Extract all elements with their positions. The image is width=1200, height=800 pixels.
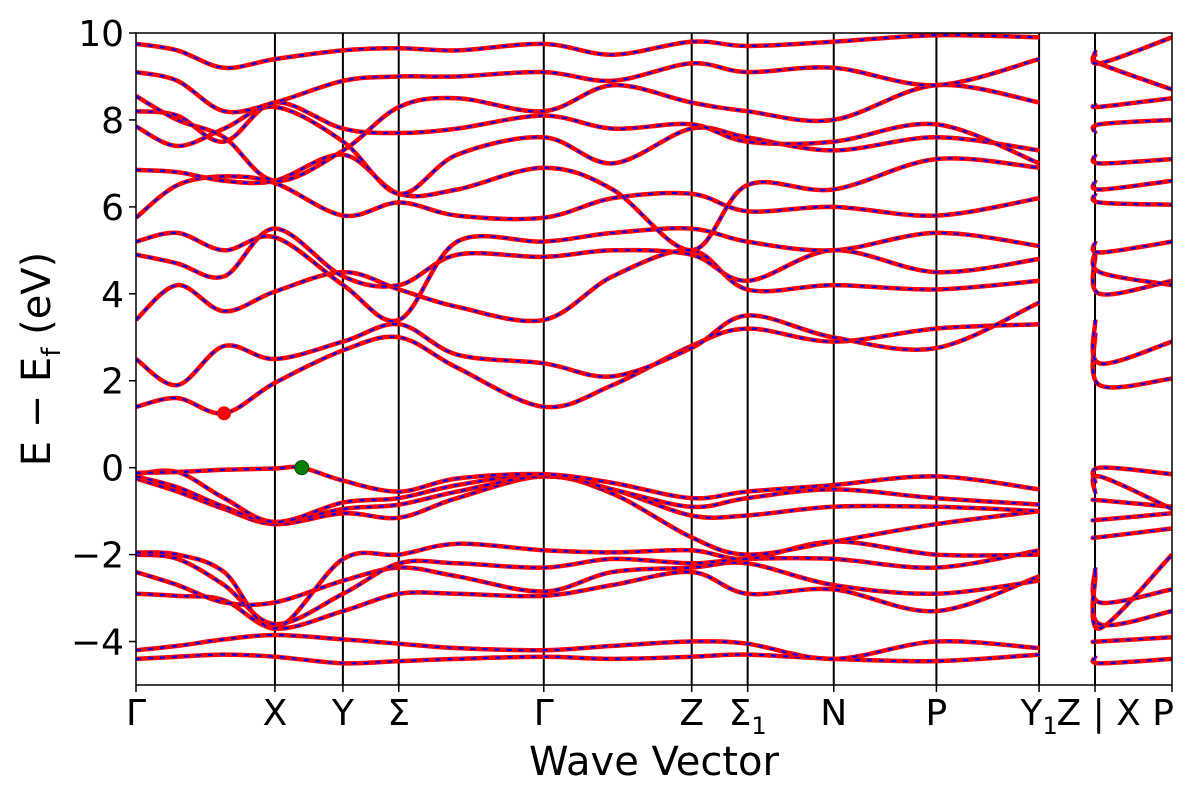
band-21-seg-0-dash — [136, 33, 1040, 70]
x-tick-label-7: N — [820, 693, 847, 734]
cbm-marker — [217, 406, 232, 421]
band-1-seg-1-dash — [1091, 636, 1172, 643]
y-axis-label-sub: f — [37, 347, 67, 357]
band-12-seg-0-dash — [136, 249, 1040, 323]
y-axis-label-unit: (eV) — [14, 252, 60, 348]
band-15-seg-1-dash — [1091, 193, 1172, 206]
y-axis-label-main: E − E — [14, 357, 60, 467]
band-18-seg-0 — [136, 100, 1041, 166]
band-4-seg-1-dash — [1091, 553, 1172, 630]
y-tick-label: −2 — [71, 536, 124, 577]
y-tick-label: 8 — [101, 101, 124, 142]
x-tick-label-8: P — [926, 693, 948, 734]
band-3-seg-1-dash — [1091, 567, 1172, 605]
x-tick-label-2: Y — [331, 693, 355, 734]
band-11-seg-0 — [136, 300, 1041, 388]
x-tick-label-5: Z — [679, 693, 704, 734]
band-19-seg-1-dash — [1091, 97, 1172, 109]
band-17-seg-1-dash — [1091, 154, 1172, 165]
x-tick-label-0: Γ — [126, 693, 146, 734]
y-axis-label: E − Ef (eV) — [14, 252, 67, 467]
x-tick-label-3: Σ — [387, 693, 410, 734]
y-ticks: 10 8 6 4 2 0 −2 −4 — [71, 14, 136, 664]
band-13-seg-1-dash — [1091, 250, 1172, 287]
band-4-seg-0-dash — [136, 549, 1040, 626]
band-17-seg-0-dash — [136, 105, 1040, 195]
band-1-seg-0-dash — [136, 633, 1040, 661]
band-18-seg-1-dash — [1091, 118, 1172, 134]
x-tick-label-combined: Z | X P — [1057, 693, 1175, 734]
y-tick-label: 6 — [101, 188, 124, 229]
x-tick-label-1: X — [263, 693, 288, 734]
band-9-seg-1-dash — [1091, 466, 1172, 484]
band-10-seg-0 — [136, 321, 1040, 416]
band-2-seg-0-dash — [136, 570, 1040, 630]
extrema-markers — [217, 406, 310, 476]
band-3-seg-0-dash — [136, 561, 1040, 606]
band-15-seg-0 — [136, 174, 1040, 222]
x-ticks: Γ X Y Σ Γ Z Σ1 N P Y1Z | X P — [126, 685, 1174, 740]
x-tick-label-6: Σ1 — [729, 693, 767, 740]
y-tick-label: −4 — [71, 623, 124, 664]
x-tick-label-9: Y1 — [1019, 693, 1057, 740]
y-tick-label: 2 — [101, 362, 124, 403]
bands — [136, 33, 1172, 666]
band-7-seg-1-dash — [1091, 498, 1172, 508]
band-6-seg-1-dash — [1091, 512, 1172, 522]
band-20-seg-0-dash — [136, 58, 1040, 114]
band-14-seg-1-dash — [1091, 240, 1172, 254]
band-5-seg-1-dash — [1091, 527, 1172, 539]
y-tick-label: 0 — [101, 449, 124, 490]
y-tick-label: 10 — [78, 14, 124, 55]
x-tick-label-4: Γ — [534, 693, 554, 734]
band-12-seg-1-dash — [1091, 254, 1172, 296]
x-axis-label: Wave Vector — [529, 739, 780, 785]
vbm-marker — [294, 460, 310, 476]
band-0-seg-1-dash — [1091, 655, 1172, 665]
band-8-seg-1 — [1090, 474, 1172, 512]
band-16-seg-1-dash — [1091, 179, 1172, 191]
y-tick-label: 4 — [101, 275, 124, 316]
plot-frame — [135, 32, 1173, 686]
band-21-seg-1-dash — [1091, 36, 1172, 65]
band-11-seg-1-dash — [1091, 319, 1172, 365]
band-14-seg-0-dash — [136, 227, 1040, 323]
band-9-seg-0 — [136, 464, 1040, 501]
band-16-seg-0-dash — [136, 153, 1040, 252]
band-19-seg-0-dash — [136, 83, 1040, 182]
